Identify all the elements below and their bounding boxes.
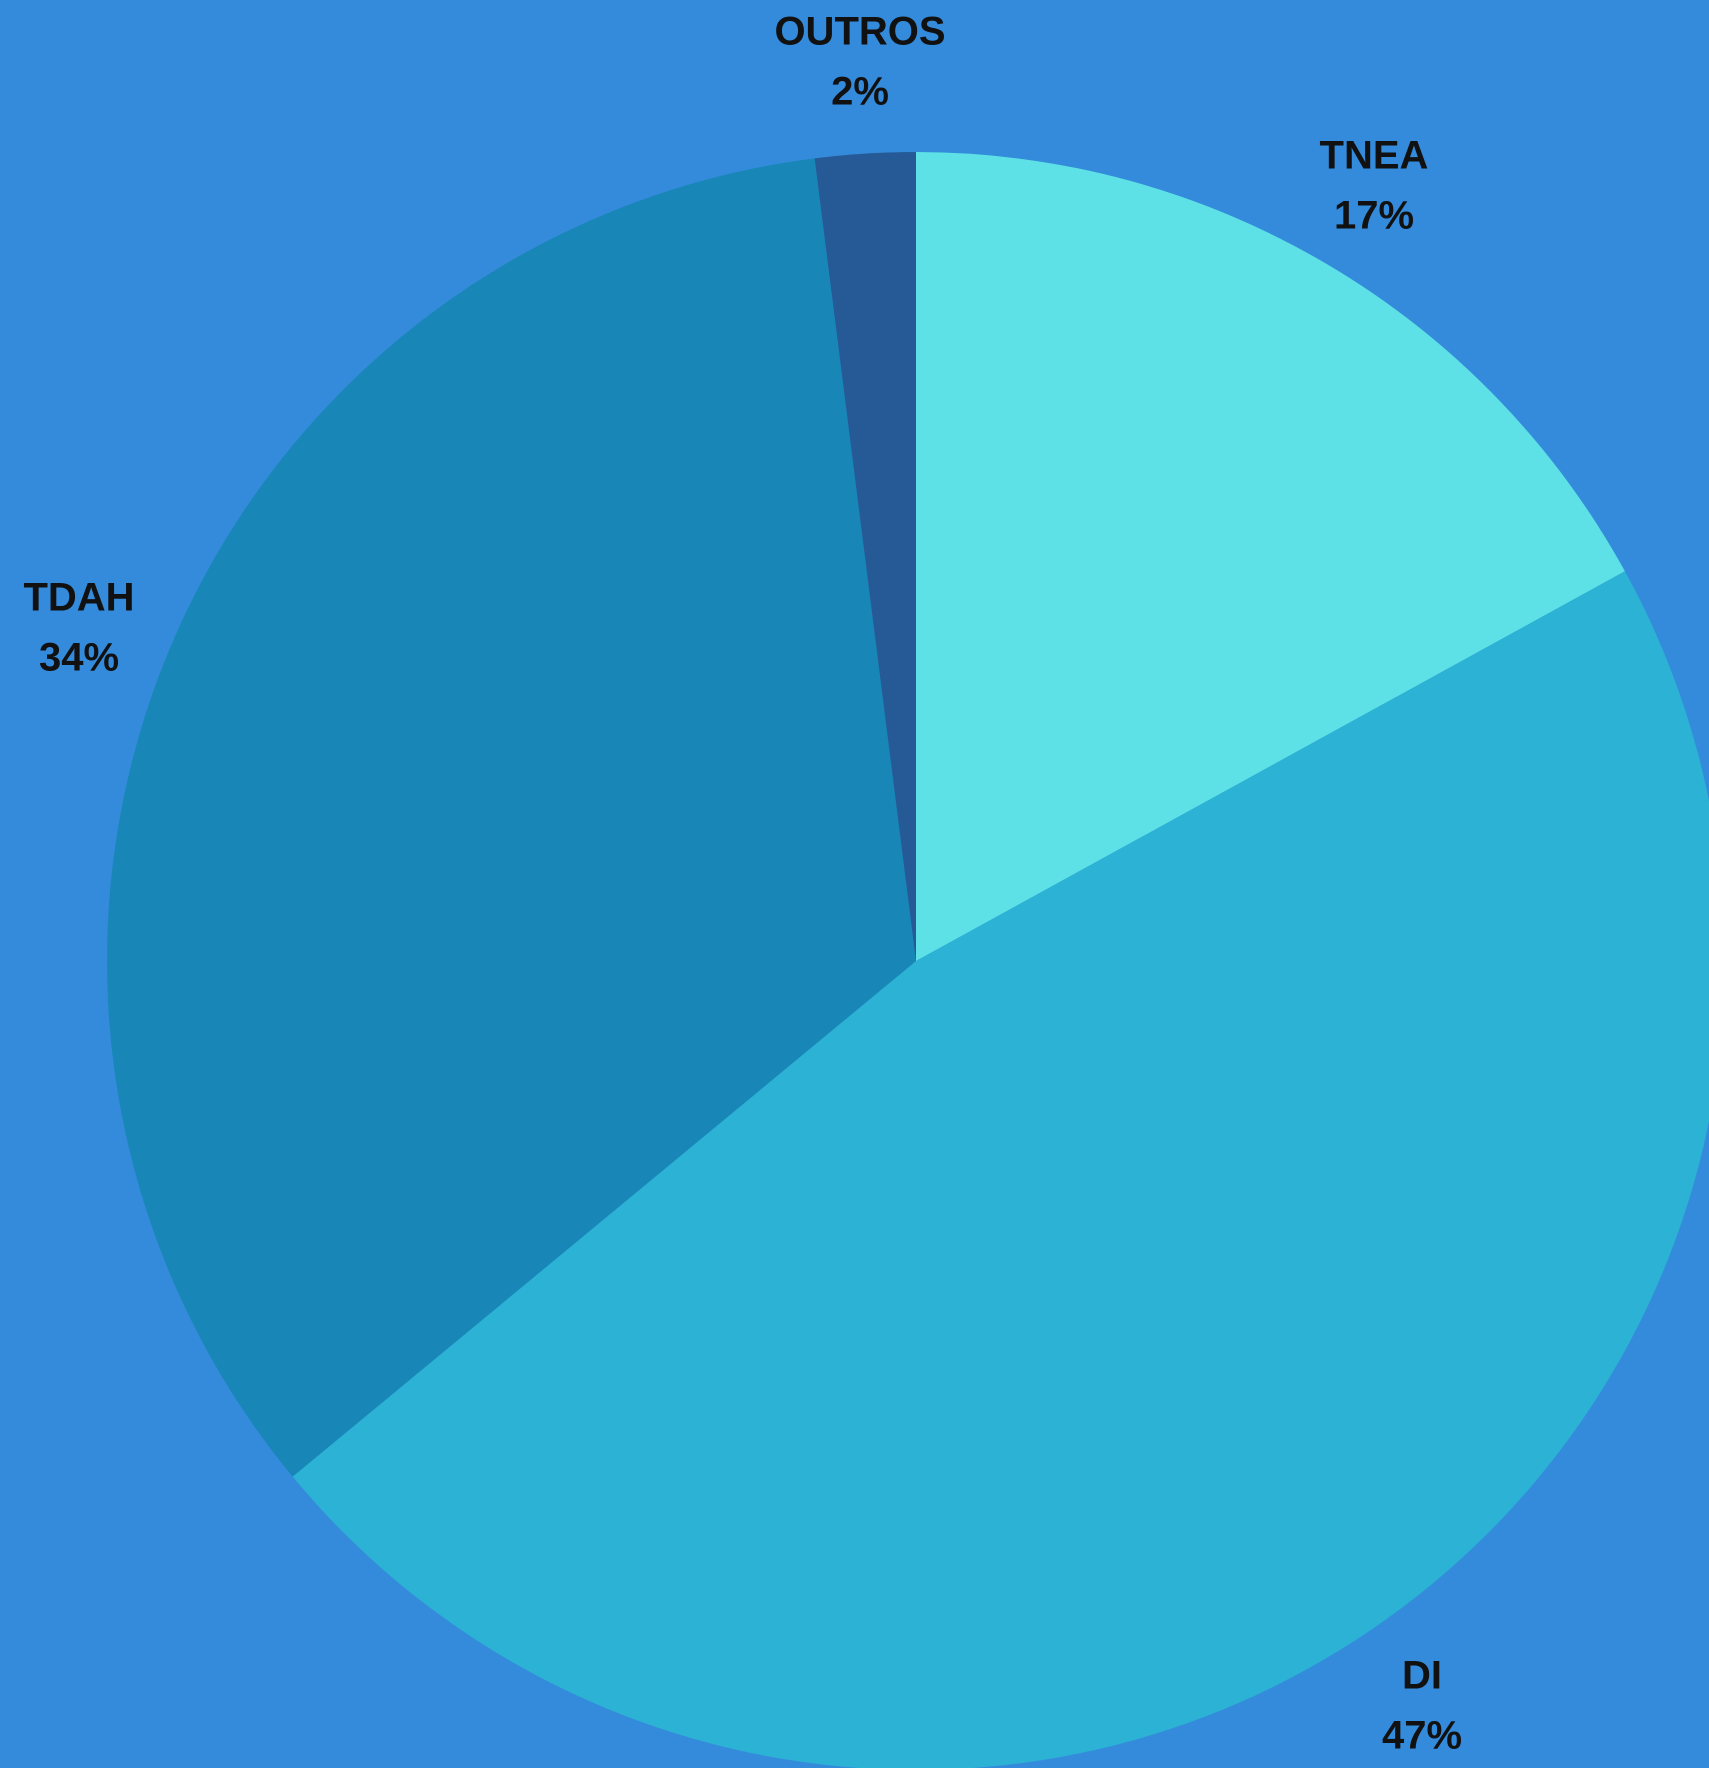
- slice-label-tnea: TNEA: [1320, 134, 1429, 178]
- pie-labels: TNEA 17% DI 47% TDAH 34% OUTROS 2%: [23, 10, 1462, 1758]
- slice-percent-tdah: 34%: [39, 636, 119, 680]
- slice-percent-outros: 2%: [831, 70, 889, 114]
- pie-slice-tdah: [106, 158, 916, 1477]
- pie-slice-tnea: [916, 152, 1625, 961]
- slice-percent-tnea: 17%: [1334, 194, 1414, 238]
- pie-slices: [106, 152, 1709, 1768]
- slice-label-di: DI: [1402, 1654, 1442, 1698]
- pie-slice-di: [292, 571, 1709, 1768]
- slice-label-outros: OUTROS: [774, 10, 945, 54]
- pie-slice-outros: [814, 152, 916, 961]
- slice-percent-di: 47%: [1382, 1714, 1462, 1758]
- slice-label-tdah: TDAH: [23, 576, 134, 620]
